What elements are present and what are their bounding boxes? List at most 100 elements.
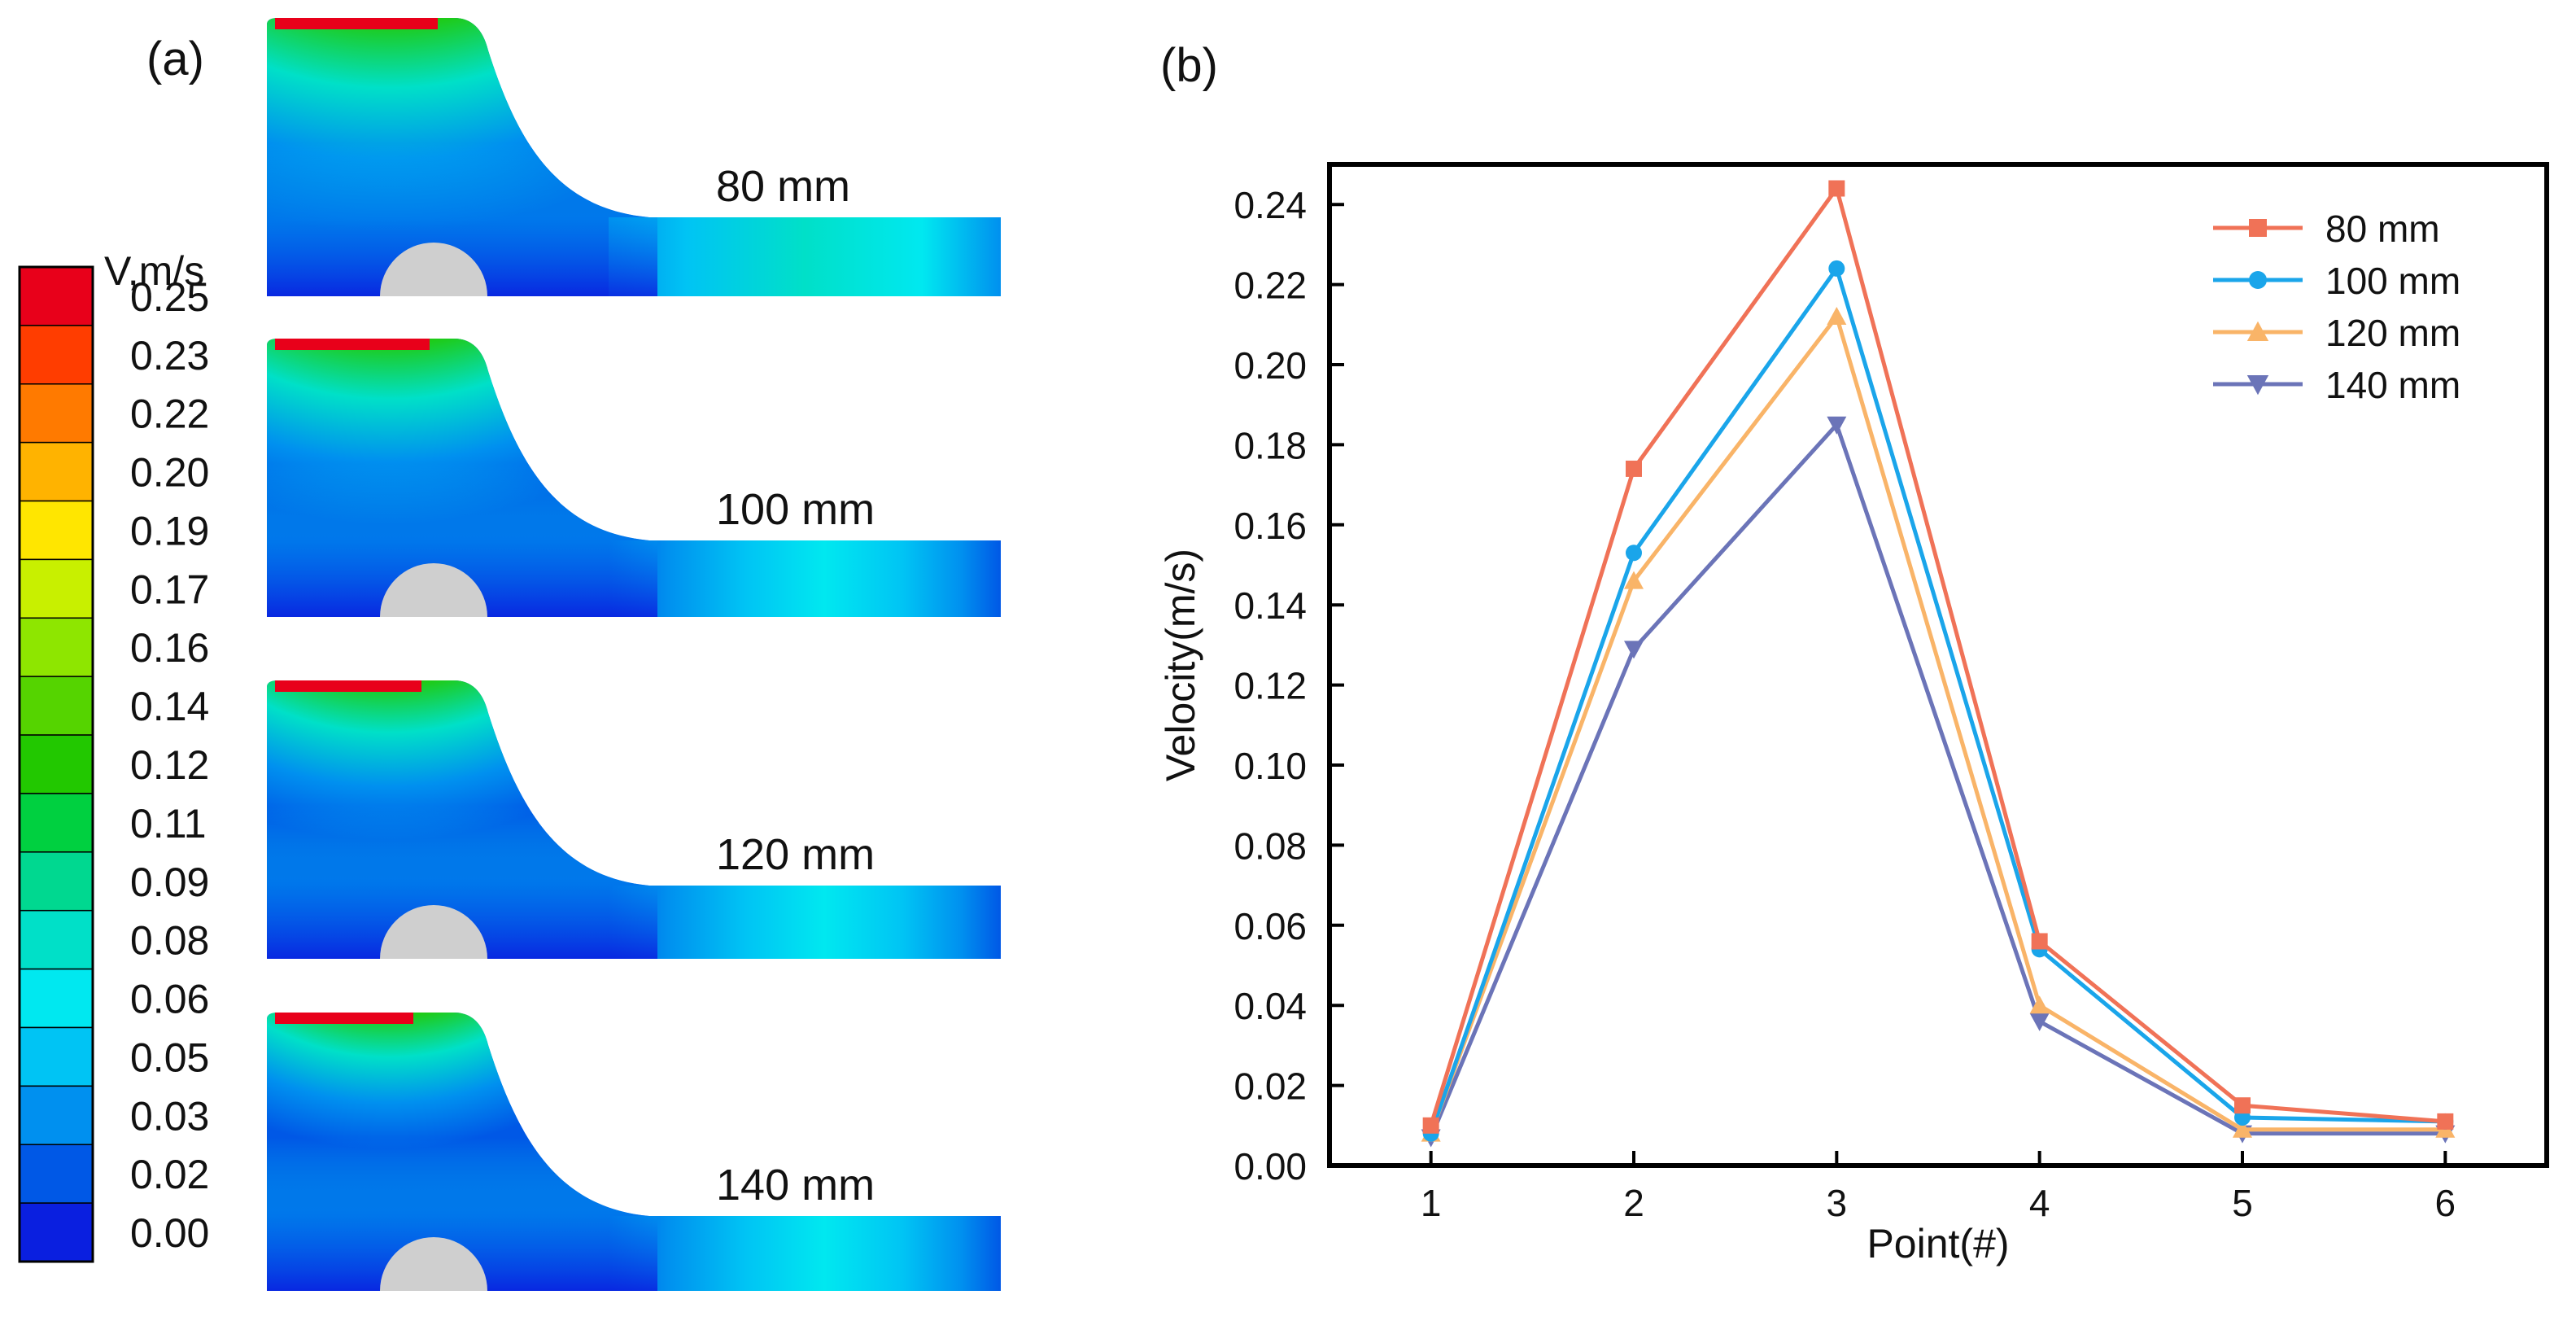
x-tick-label: 4: [2029, 1182, 2050, 1224]
colorbar-tick-label: 0.09: [130, 860, 209, 905]
series-line: [1429, 186, 2446, 1126]
y-tick-label: 0.10: [1233, 745, 1307, 787]
colorbar-swatch: [19, 851, 94, 912]
colorbar-tick-label: 0.25: [130, 274, 209, 320]
colorbar-swatch: [19, 734, 94, 794]
colorbar-swatch: [19, 968, 94, 1029]
data-point: [1828, 180, 1845, 197]
colorbar-swatch: [19, 1144, 94, 1204]
series-line: [1429, 314, 2446, 1135]
y-tick-label: 0.24: [1233, 184, 1307, 226]
colorbar-swatch: [19, 441, 94, 502]
colorbar-tick-label: 0.00: [130, 1210, 209, 1256]
colorbar: 0.25 0.23 0.22 0.20 0.19 0.17 0.16 0.14 0.12 0.11…: [18, 265, 209, 1263]
y-axis-label: Velocity(m/s): [1158, 549, 1203, 781]
y-tick-label: 0.12: [1233, 665, 1307, 707]
legend-label: 80 mm: [2325, 208, 2440, 250]
contour-panel: 100 mm: [267, 339, 1001, 617]
plot-frame: [1327, 162, 2549, 1168]
legend-label: 120 mm: [2325, 312, 2460, 354]
data-point: [2234, 1097, 2251, 1114]
y-tick-label: 0.14: [1233, 584, 1307, 627]
y-axis: 0.00 0.02 0.04 0.06 0.08 0.10 0.12 0.14 0.16 0.18…: [1233, 184, 1344, 1188]
series-140-mm: [1421, 416, 2456, 1148]
legend-label: 100 mm: [2325, 260, 2460, 302]
data-point: [1624, 571, 1644, 589]
panel-b-label: (b): [1160, 39, 1218, 92]
data-point: [2029, 1013, 2050, 1031]
colorbar-swatch: [19, 1085, 94, 1145]
panel-a-label: (a): [146, 33, 204, 85]
series-line: [1429, 266, 2446, 1135]
surface-peak: [275, 1013, 413, 1024]
obstacle-pipe: [380, 243, 487, 296]
contour-panel: 80 mm: [267, 18, 1001, 296]
channel-flow: [609, 217, 1001, 296]
colorbar-swatch: [19, 1026, 94, 1087]
series-line: [1429, 422, 2446, 1139]
data-point: [1626, 460, 1642, 477]
colorbar-tick-label: 0.12: [130, 742, 209, 788]
x-tick-label: 5: [2232, 1182, 2253, 1224]
colorbar-frame: [18, 265, 94, 1263]
x-tick-label: 2: [1623, 1182, 1644, 1224]
colorbar-swatch: [19, 500, 94, 561]
colorbar-tick-label: 0.20: [130, 450, 209, 496]
channel-flow: [609, 886, 1001, 959]
series-80-mm: [1422, 180, 2454, 1134]
x-tick-label: 1: [1421, 1182, 1442, 1224]
y-tick-label: 0.22: [1233, 265, 1307, 307]
contour-panel-label: 140 mm: [716, 1161, 875, 1209]
velocity-hotspot: [267, 1013, 574, 1183]
x-tick-label: 3: [1827, 1182, 1848, 1224]
data-point: [2233, 1119, 2252, 1138]
colorbar-tick-label: 0.05: [130, 1034, 209, 1080]
colorbar-tick-label: 0.06: [130, 977, 209, 1022]
y-tick-label: 0.20: [1233, 344, 1307, 387]
colorbar-swatch: [19, 383, 94, 444]
data-point: [2029, 995, 2050, 1014]
colorbar-swatch: [19, 558, 94, 619]
colorbar-tick-label: 0.11: [130, 801, 207, 846]
colorbar-tick-label: 0.02: [130, 1152, 209, 1197]
obstacle-pipe: [380, 1237, 487, 1291]
colorbar-swatch: [19, 909, 94, 970]
surface-peak: [275, 18, 438, 29]
y-tick-label: 0.16: [1233, 505, 1307, 547]
contour-panels: 80 mm 100 mm 120 mm 140 mm: [267, 18, 1001, 1291]
x-tick-label: 6: [2435, 1182, 2456, 1224]
obstacle-pipe: [380, 905, 487, 959]
legend-marker: [2249, 271, 2267, 289]
colorbar-swatch: [19, 793, 94, 853]
y-tick-label: 0.06: [1233, 905, 1307, 947]
colorbar-swatch: [19, 676, 94, 736]
y-tick-label: 0.18: [1233, 424, 1307, 466]
contour-panel-label: 120 mm: [716, 830, 875, 879]
legend-title: V,m/s: [104, 248, 204, 294]
data-point: [2031, 933, 2048, 950]
velocity-hotspot: [267, 339, 631, 571]
data-point: [1828, 260, 1845, 277]
data-point: [1624, 641, 1644, 659]
velocity-hotspot: [267, 680, 602, 881]
colorbar-tick-label: 0.22: [130, 391, 209, 437]
legend-marker: [2246, 375, 2269, 396]
data-point: [1827, 306, 1847, 325]
colorbar-tick-label: 0.14: [130, 684, 209, 729]
colorbar-swatch: [19, 325, 94, 385]
data-point: [1827, 416, 1847, 435]
channel-flow: [609, 540, 1001, 617]
contour-panel-label: 80 mm: [716, 162, 850, 211]
colorbar-swatch: [19, 617, 94, 677]
y-tick-label: 0.02: [1233, 1065, 1307, 1108]
data-point: [2437, 1113, 2454, 1130]
colorbar-tick-label: 0.19: [130, 508, 209, 553]
series-100-mm: [1422, 260, 2454, 1142]
surface-peak: [275, 339, 430, 350]
series-group: [1421, 180, 2456, 1148]
x-axis-label: Point(#): [1867, 1221, 2009, 1266]
y-tick-label: 0.08: [1233, 825, 1307, 867]
legend-label: 140 mm: [2325, 364, 2460, 406]
